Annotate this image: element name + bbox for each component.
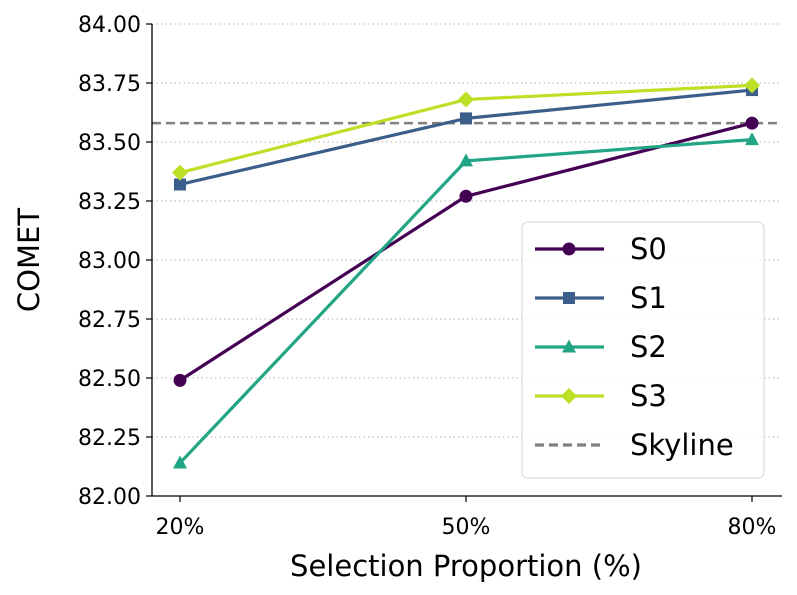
legend-marker — [562, 242, 576, 256]
data-point — [173, 373, 187, 387]
y-axis-title: COMET — [12, 208, 46, 312]
legend-label: Skyline — [630, 428, 734, 462]
y-tick-label: 82.75 — [78, 308, 141, 333]
legend-item-s1: S1 — [535, 281, 667, 315]
y-tick-label: 82.50 — [78, 367, 141, 392]
data-point — [460, 112, 472, 125]
x-axis-title: Selection Proportion (%) — [290, 549, 642, 583]
data-point — [459, 153, 473, 167]
legend-marker — [561, 388, 577, 404]
legend-marker — [563, 292, 575, 304]
legend: S0 S1 S2 S3 Skyline — [521, 221, 765, 479]
data-point — [459, 189, 473, 203]
x-tick-label: 20% — [156, 515, 205, 540]
x-ticks: 20% 50% 80% — [156, 496, 777, 540]
y-tick-label: 84.00 — [78, 13, 141, 38]
legend-label: S1 — [630, 281, 667, 315]
series-layer — [172, 77, 760, 469]
data-point — [172, 164, 188, 181]
legend-label: S2 — [630, 330, 667, 364]
grid-lines — [152, 23, 782, 497]
data-point — [174, 178, 186, 191]
data-point — [745, 116, 759, 130]
legend-frame — [521, 221, 765, 479]
y-tick-label: 83.75 — [78, 72, 141, 97]
data-point — [744, 77, 760, 94]
legend-label: S3 — [630, 379, 667, 413]
series-s2 — [173, 132, 759, 469]
legend-marker — [562, 339, 576, 353]
x-tick-label: 80% — [728, 515, 777, 540]
y-tick-label: 83.50 — [78, 131, 141, 156]
legend-item-s2: S2 — [535, 330, 667, 364]
legend-item-s0: S0 — [535, 232, 667, 266]
y-tick-label: 82.25 — [78, 426, 141, 451]
y-tick-label: 83.00 — [78, 249, 141, 274]
x-tick-label: 50% — [442, 515, 491, 540]
legend-item-s3: S3 — [535, 379, 667, 413]
data-point — [458, 91, 474, 108]
y-tick-label: 82.00 — [78, 485, 141, 510]
data-point — [745, 132, 759, 146]
y-tick-label: 83.25 — [78, 190, 141, 215]
data-point — [173, 455, 187, 469]
legend-label: S0 — [630, 232, 667, 266]
legend-items: S0 S1 S2 S3 Skyline — [535, 232, 734, 462]
series-s3 — [172, 77, 760, 181]
legend-item-skyline: Skyline — [535, 428, 734, 462]
y-ticks: 82.00 82.25 82.50 82.75 83.00 83.25 83.50 83.75… — [78, 13, 152, 510]
